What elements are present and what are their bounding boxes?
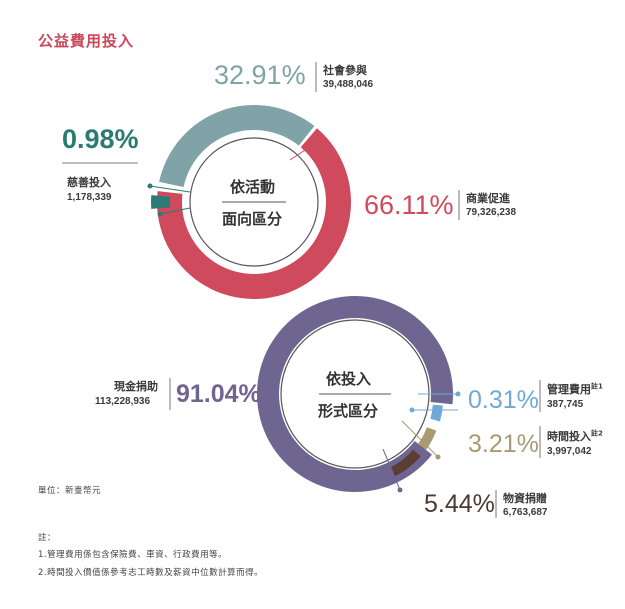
- leader-dot: [147, 183, 153, 189]
- note-item: 1.管理費用係包含保險費、車資、行政費用等。: [38, 550, 228, 560]
- leader-dot: [317, 137, 323, 143]
- amount-label: 113,228,936: [95, 396, 151, 407]
- leader-line: [159, 207, 191, 215]
- category-label: 商業促進: [466, 192, 510, 205]
- chart-activity: [62, 62, 460, 299]
- leader-line: [401, 420, 439, 458]
- percent-label: 66.11%: [364, 190, 454, 220]
- leader-dot: [455, 391, 461, 397]
- leader-dot: [397, 487, 403, 493]
- amount-label: 387,745: [547, 399, 584, 410]
- percent-label: 0.98%: [62, 124, 139, 154]
- slice-social-participation: [159, 105, 315, 188]
- category-label: 慈善投入: [67, 176, 111, 189]
- category-label: 物資捐贈: [503, 492, 547, 505]
- slice-charity: [151, 195, 171, 209]
- note-item: 2.時間投入價值係參考志工時數及薪資中位數計算而得。: [38, 568, 264, 578]
- amount-label: 6,763,687: [503, 507, 548, 518]
- center-label-top: 依活動: [230, 178, 276, 196]
- leader-dot: [435, 454, 441, 460]
- page-title: 公益費用投入: [38, 32, 135, 50]
- percent-label: 5.44%: [424, 490, 495, 518]
- leader-line: [289, 139, 321, 161]
- chart-input-form: [169, 296, 541, 518]
- percent-label: 91.04%: [176, 380, 261, 408]
- percent-label: 0.31%: [468, 386, 539, 414]
- category-label: 現金捐助: [114, 380, 158, 393]
- category-label: 社會參與: [323, 64, 367, 77]
- category-label: 管理費用註1: [547, 382, 603, 396]
- slice-management-fee: [430, 404, 443, 422]
- leader-dot: [409, 407, 415, 413]
- slice-time-input: [418, 427, 437, 450]
- amount-label: 1,178,339: [67, 192, 112, 203]
- amount-label: 79,326,238: [466, 207, 517, 218]
- slice-business-promotion: [157, 128, 351, 299]
- slice-in-kind: [390, 449, 421, 477]
- notes-heading: 註：: [38, 533, 57, 543]
- center-label-bottom: 面向區分: [222, 210, 283, 228]
- leader-line: [382, 448, 401, 491]
- center-label-top: 依投入: [326, 370, 372, 388]
- leader-line: [149, 185, 191, 193]
- amount-label: 3,997,042: [547, 446, 592, 457]
- percent-label: 32.91%: [214, 60, 306, 90]
- percent-label: 3.21%: [468, 430, 539, 458]
- leader-dot: [157, 211, 163, 217]
- center-label-bottom: 形式區分: [318, 402, 379, 420]
- amount-label: 39,488,046: [323, 79, 374, 90]
- category-label: 時間投入註2: [547, 429, 603, 443]
- unit-note: 單位：新臺幣元: [38, 486, 102, 496]
